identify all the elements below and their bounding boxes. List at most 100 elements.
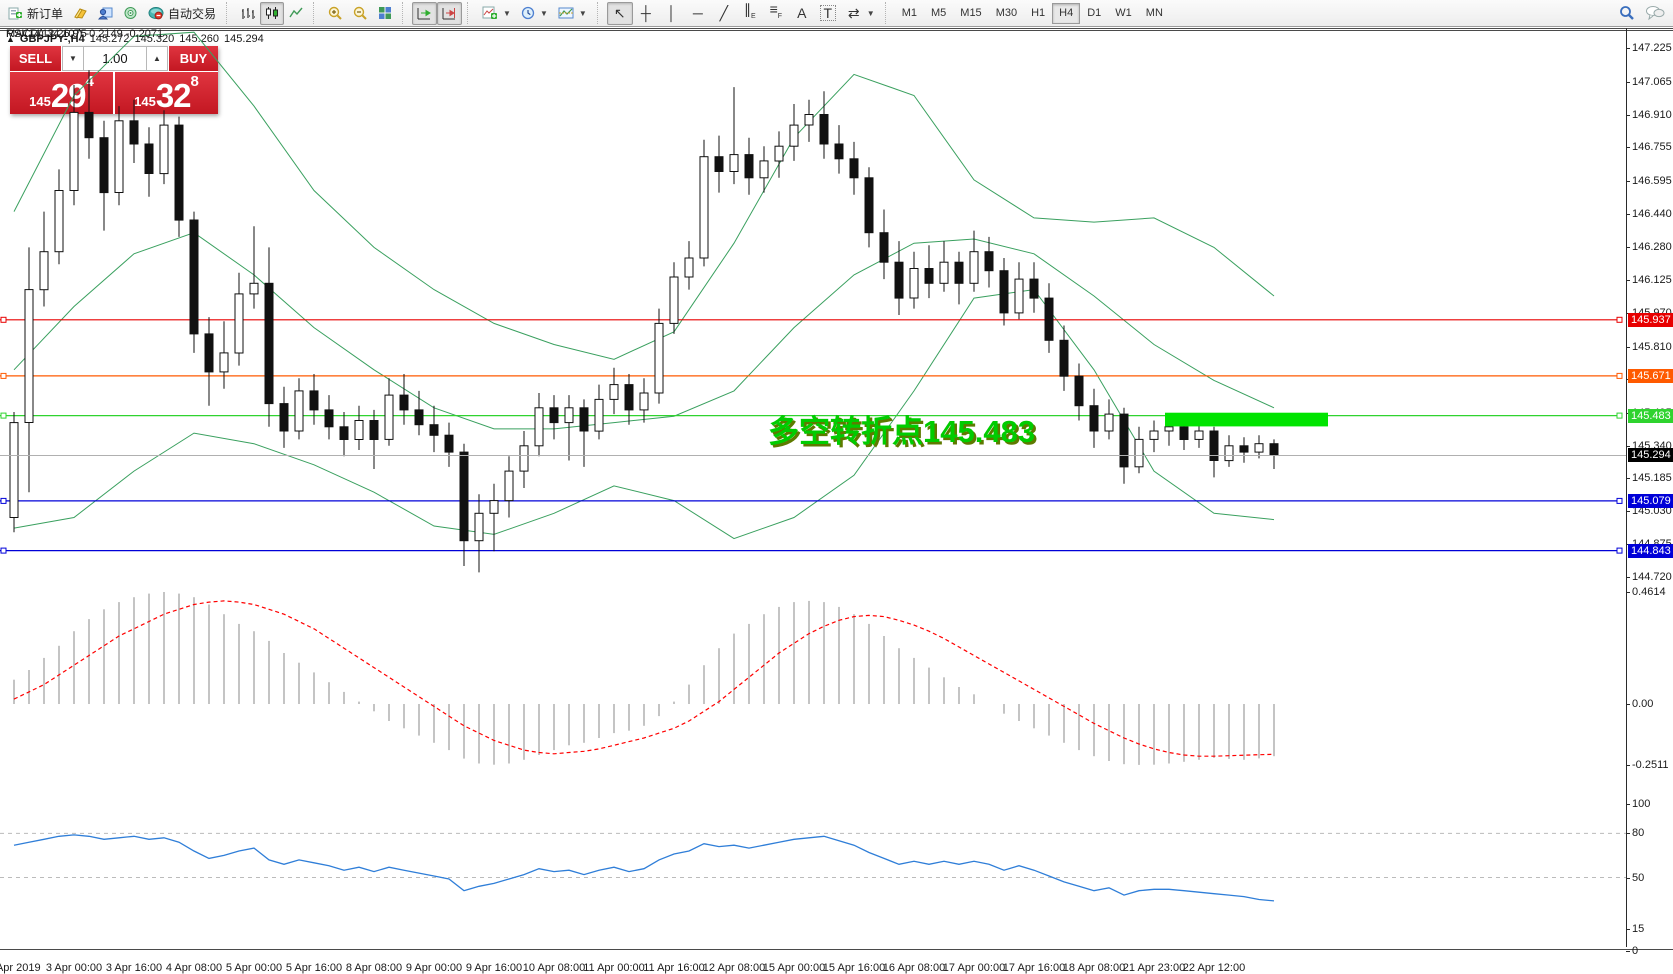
auto-scroll-button[interactable] [412, 1, 438, 25]
rsi-tick: 0 [1625, 945, 1639, 957]
one-click-trade-panel: SELL ▼ ▲ BUY 145 29 4 145 32 8 [10, 46, 218, 114]
periods-button[interactable]: ▼ [516, 2, 553, 25]
candle-body [954, 261, 964, 284]
tab-timeframe-w1[interactable]: W1 [1115, 6, 1132, 19]
chart-shift-button[interactable] [437, 1, 463, 25]
tab-timeframe-h1[interactable]: H1 [1031, 6, 1046, 19]
volume-increase-button[interactable]: ▲ [146, 46, 168, 71]
zoom-out-button[interactable] [348, 2, 373, 25]
line-handle[interactable] [0, 372, 7, 379]
macd-indicator-panel[interactable] [0, 584, 1626, 768]
label-tool-button[interactable]: T [815, 2, 841, 25]
template-icon [558, 7, 574, 19]
candle-body [969, 251, 979, 284]
zoom-out-icon [353, 6, 367, 20]
crosshair-tool-button[interactable]: ┼ [633, 2, 659, 25]
time-tick: 15 Apr 00:00 [762, 962, 826, 974]
line-handle[interactable] [1616, 497, 1623, 504]
rsi-line [13, 834, 1275, 902]
new-order-button[interactable]: 新订单 [3, 2, 68, 25]
annotation-text[interactable]: 多空转折点145.483 [768, 414, 1035, 449]
line-handle[interactable] [1616, 372, 1623, 379]
time-tick: 3 Apr 00:00 [45, 962, 103, 974]
autotrade-button[interactable]: 自动交易 [143, 2, 221, 25]
macd-signal-line [13, 600, 1275, 757]
collapse-panel-icon[interactable]: ▲ [6, 34, 15, 44]
time-tick: 18 Apr 08:00 [1062, 962, 1126, 974]
price-tick: 146.595 [1626, 174, 1672, 187]
dropdown-arrow-icon: ▼ [578, 8, 587, 18]
bookmark-button[interactable] [68, 2, 93, 25]
text-tool-button[interactable]: A [789, 2, 815, 25]
candle-body [1239, 445, 1249, 453]
macd-tick: 0.00 [1625, 698, 1654, 710]
tab-timeframe-m30[interactable]: M30 [995, 6, 1018, 19]
tab-timeframe-mn[interactable]: MN [1145, 6, 1163, 19]
candle-body [129, 120, 139, 145]
candle-body [984, 251, 994, 272]
profile-button[interactable] [93, 2, 118, 25]
line-handle[interactable] [1616, 316, 1623, 323]
autotrade-label: 自动交易 [168, 6, 217, 21]
horizontal-line-tool-button[interactable]: ─ [685, 2, 711, 25]
highlight-zone-bar[interactable] [1165, 412, 1328, 427]
vertical-line-tool-button[interactable]: │ [659, 2, 685, 25]
indicators-button[interactable]: ▼ [477, 2, 516, 25]
sell-button[interactable]: SELL [10, 46, 62, 71]
text-icon: A [797, 5, 807, 21]
line-handle[interactable] [0, 497, 7, 504]
line-handle[interactable] [1616, 412, 1623, 419]
buy-price-display[interactable]: 145 32 8 [115, 72, 218, 114]
arrows-tool-button[interactable]: ⇄ ▼ [841, 2, 880, 25]
templates-button[interactable]: ▼ [553, 2, 592, 25]
macd-tick: -0.2511 [1626, 758, 1669, 771]
bar-chart-button[interactable] [236, 2, 260, 25]
line-handle[interactable] [1616, 547, 1623, 554]
time-tick: 11 Apr 16:00 [643, 962, 705, 974]
time-tick: 16 Apr 08:00 [882, 962, 946, 974]
candle-body [1224, 445, 1234, 462]
chart-window[interactable]: ▲ GBPJPY-,H4 145.272 145.320 145.260 145… [0, 28, 1673, 974]
volume-input[interactable] [84, 46, 146, 71]
candle-body [669, 276, 679, 324]
chat-icon[interactable] [1645, 5, 1665, 21]
candle-body [759, 160, 769, 179]
ohlc-close: 145.294 [224, 33, 264, 45]
candle-body [1029, 278, 1039, 299]
volume-decrease-button[interactable]: ▼ [62, 46, 84, 71]
candle-body [1194, 430, 1204, 440]
fibonacci-tool-button[interactable]: ≡F [763, 2, 789, 25]
channel-tool-button[interactable]: ∥E [737, 2, 763, 25]
candle-body [684, 257, 694, 278]
buy-button[interactable]: BUY [168, 46, 218, 71]
line-chart-button[interactable] [284, 2, 308, 25]
navigator-button[interactable] [118, 2, 143, 25]
sell-price-display[interactable]: 145 29 4 [10, 72, 113, 114]
dropdown-arrow-icon: ▼ [866, 8, 875, 18]
line-handle[interactable] [0, 412, 7, 419]
candle-body [84, 111, 94, 139]
tab-timeframe-d1[interactable]: D1 [1087, 6, 1102, 19]
search-icon[interactable] [1619, 5, 1635, 21]
tab-timeframe-m5[interactable]: M5 [931, 6, 947, 19]
level-price-tag: 145.483 [1628, 408, 1673, 423]
line-handle[interactable] [0, 316, 7, 323]
tab-timeframe-m1[interactable]: M1 [901, 6, 917, 19]
candle-chart-button[interactable] [260, 1, 285, 25]
tab-timeframe-h4[interactable]: H4 [1052, 2, 1081, 24]
indicators-icon [482, 6, 498, 19]
trendline-tool-button[interactable]: ╱ [711, 2, 737, 25]
cursor-tool-button[interactable]: ↖ [606, 1, 633, 25]
dropdown-arrow-icon: ▼ [539, 8, 548, 18]
line-handle[interactable] [0, 547, 7, 554]
candle-body [279, 403, 289, 432]
tab-timeframe-m15[interactable]: M15 [960, 6, 982, 19]
tile-windows-button[interactable] [373, 2, 397, 25]
price-tick: 144.720 [1626, 570, 1672, 583]
zoom-in-button[interactable] [323, 2, 348, 25]
candle-body [1119, 413, 1129, 468]
level-price-tag: 145.671 [1628, 368, 1673, 383]
rsi-indicator-panel[interactable] [0, 772, 1626, 928]
line-chart-icon [289, 7, 303, 18]
